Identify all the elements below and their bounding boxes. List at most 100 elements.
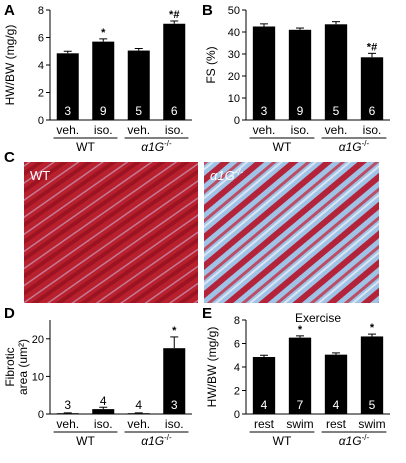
chart-e-sig-1: * — [298, 324, 303, 336]
chart-a: 0 2 4 6 8 HW/BW (mg/g) 3 veh. 9 * iso. 5 veh. 6 *# iso.… — [3, 5, 192, 154]
micrograph-alpha1g-ko: α1G-/- — [204, 162, 379, 303]
chart-d-category-0: veh. — [56, 417, 79, 431]
chart-b-category-3: iso. — [363, 123, 382, 137]
chart-d-bar-0 — [56, 413, 79, 414]
chart-a-category-3: iso. — [165, 123, 184, 137]
chart-a-group-label-1-sup: -/- — [164, 139, 172, 148]
chart-b-bar-0 — [252, 26, 276, 120]
chart-b-group-label-1-main: α1G — [339, 140, 362, 154]
chart-a-ytick-label-1: 2 — [38, 88, 44, 100]
chart-b-count-3: 6 — [369, 104, 376, 118]
chart-a-count-0: 3 — [64, 104, 71, 118]
chart-b-ytick-label-2: 20 — [228, 71, 240, 83]
chart-e-count-0: 4 — [261, 398, 268, 412]
micrograph-wt: WT — [24, 162, 198, 303]
chart-d-bar-1 — [92, 409, 115, 414]
chart-d-count-3: 3 — [171, 398, 178, 412]
chart-b-ytick-label-1: 10 — [228, 93, 240, 105]
chart-b-bar-3 — [360, 57, 384, 120]
chart-e-ytick-label-1: 2 — [234, 386, 240, 398]
chart-e-bar-2 — [324, 354, 348, 414]
chart-b-ytick-label-3: 30 — [228, 49, 240, 61]
chart-d-ytick-label-2: 20 — [32, 334, 44, 346]
chart-a-group-label-1: α1G-/- — [141, 139, 172, 154]
chart-a-ylabel: HW/BW (mg/g) — [3, 25, 17, 106]
chart-a-group-label-0: WT — [76, 140, 95, 154]
chart-d-ytick-label-1: 10 — [32, 371, 44, 383]
chart-d-bar-2 — [127, 413, 150, 414]
chart-d-count-1: 4 — [100, 394, 107, 408]
chart-d-group-label-1-sup: -/- — [164, 433, 172, 442]
chart-b-bar-2 — [324, 24, 348, 120]
chart-d-ylabel-line1: Fibrotic — [3, 347, 17, 386]
chart-e-category-1: swim — [286, 417, 313, 431]
chart-b-sig-3: *# — [367, 41, 377, 53]
chart-d-group-label-1: α1G-/- — [141, 433, 172, 448]
chart-e-group-label-0: WT — [273, 434, 292, 448]
chart-a-ytick-label-4: 8 — [38, 5, 44, 17]
micrograph-ko-label: α1G-/- — [210, 167, 243, 183]
micrograph-ko-label-sup: -/- — [235, 167, 244, 177]
chart-e-ytick-label-2: 4 — [234, 362, 240, 374]
chart-d-ytick-label-0: 0 — [38, 409, 44, 421]
chart-a-bar-3 — [163, 23, 186, 120]
chart-b-category-2: veh. — [325, 123, 348, 137]
chart-d-category-1: iso. — [94, 417, 113, 431]
chart-e-bar-1 — [288, 337, 312, 414]
chart-b-bar-1 — [288, 29, 312, 120]
chart-a-category-0: veh. — [56, 123, 79, 137]
chart-b-group-label-0: WT — [273, 140, 292, 154]
chart-e-bar-3 — [360, 336, 384, 414]
chart-e-ytick-label-3: 6 — [234, 339, 240, 351]
chart-b-group-label-1: α1G-/- — [339, 139, 370, 154]
chart-a-bar-0 — [56, 53, 79, 120]
panel-letter-b: B — [202, 2, 213, 19]
chart-a-category-1: iso. — [94, 123, 113, 137]
chart-b-category-1: iso. — [291, 123, 310, 137]
micrograph-ko-label-main: α1G — [210, 168, 235, 183]
chart-a-ytick-label-3: 6 — [38, 33, 44, 45]
chart-e-ylabel: HW/BW (mg/g) — [205, 327, 219, 408]
chart-a-bar-1 — [92, 41, 115, 120]
chart-b-ytick-label-0: 0 — [234, 115, 240, 127]
chart-d-group-label-0: WT — [76, 434, 95, 448]
chart-e-bar-0 — [252, 357, 276, 414]
chart-b-ytick-label-5: 50 — [228, 5, 240, 17]
chart-d-count-0: 3 — [64, 398, 71, 412]
chart-e-category-0: rest — [254, 417, 275, 431]
chart-e-group-label-1-main: α1G — [339, 434, 362, 448]
chart-b-count-1: 9 — [297, 104, 304, 118]
chart-a-sig-1: * — [101, 27, 106, 39]
chart-d-category-2: veh. — [127, 417, 150, 431]
chart-b-category-0: veh. — [253, 123, 276, 137]
chart-d-ylabel: Fibroticarea (um²) — [3, 339, 30, 395]
chart-a-ytick-label-2: 4 — [38, 60, 44, 72]
chart-d-category-3: iso. — [165, 417, 184, 431]
chart-e: Exercise 0 2 4 6 8 HW/BW (mg/g) 4 rest 7 * swim 4 res… — [205, 311, 390, 448]
chart-b-ytick-label-4: 40 — [228, 27, 240, 39]
chart-d-group-label-1-main: α1G — [141, 434, 164, 448]
panel-letter-e: E — [202, 305, 212, 322]
chart-e-ytick-label-0: 0 — [234, 409, 240, 421]
chart-d-ylabel-line2: area (um²) — [16, 339, 30, 395]
chart-e-count-1: 7 — [297, 398, 304, 412]
chart-d-sig-3: * — [172, 325, 177, 337]
chart-b-count-0: 3 — [261, 104, 268, 118]
chart-e-count-3: 5 — [369, 398, 376, 412]
panel-letter-a: A — [4, 2, 15, 19]
micrograph-wt-label: WT — [30, 168, 50, 183]
chart-a-count-1: 9 — [100, 104, 107, 118]
chart-b-ylabel: FS (%) — [204, 46, 218, 83]
chart-e-category-2: rest — [326, 417, 347, 431]
chart-b: 0 10 20 30 40 50 FS (%) 3 veh. 9 iso. 5 veh. 6 *# iso. W… — [204, 5, 390, 154]
chart-d-bar-3 — [163, 348, 186, 414]
chart-a-count-2: 5 — [135, 104, 142, 118]
chart-d-count-2: 4 — [135, 398, 142, 412]
chart-e-group-label-1: α1G-/- — [339, 433, 370, 448]
chart-a-sig-3: *# — [169, 9, 179, 21]
chart-a-bar-2 — [127, 50, 150, 120]
chart-e-group-label-1-sup: -/- — [362, 433, 370, 442]
chart-e-category-3: swim — [358, 417, 385, 431]
